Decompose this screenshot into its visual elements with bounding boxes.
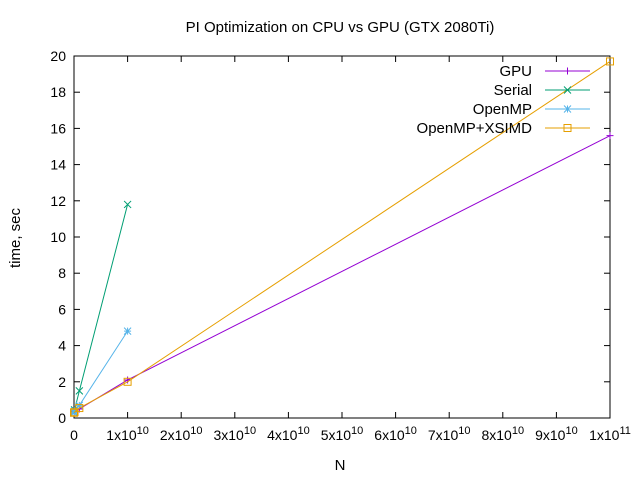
series-group (70, 57, 614, 417)
legend-entry-marker (563, 105, 572, 113)
y-tick-label: 6 (58, 301, 66, 317)
data-point (75, 386, 84, 395)
x-axis-label: N (335, 457, 346, 474)
legend-entry-marker (563, 124, 572, 132)
x-tick-label: 1x1011 (589, 425, 631, 443)
x-tick-label: 7x1010 (428, 425, 471, 443)
x-tick-label: 0 (70, 427, 78, 443)
axes-group: 0 2 4 6 8 10 12 14 16 18 20 0 1x1010 2x1010 3x1010 4x10… (50, 48, 630, 443)
series-line (73, 204, 129, 414)
data-point (123, 200, 132, 209)
x-tick-label: 5x1010 (321, 425, 364, 443)
legend-entry-marker (564, 67, 571, 75)
series-openmp-xsimd (70, 57, 614, 417)
series-openmp (70, 327, 132, 417)
data-point (75, 404, 84, 413)
y-tick-label: 8 (58, 265, 66, 281)
y-tick-label: 2 (58, 374, 66, 390)
legend-entry-label: OpenMP+XSIMD (417, 120, 533, 137)
series-line (73, 135, 611, 413)
y-tick-label: 12 (50, 193, 66, 209)
y-tick-label: 18 (50, 84, 66, 100)
y-tick-label: 0 (58, 410, 66, 426)
series-gpu (70, 132, 614, 416)
data-point (123, 377, 132, 386)
legend-entry-marker (563, 86, 572, 94)
data-point (606, 132, 614, 140)
x-tick-label: 2x1010 (160, 425, 203, 443)
x-tick-label: 1x1010 (106, 425, 149, 443)
legend-entry-label: GPU (499, 63, 532, 80)
series-line (73, 330, 129, 414)
chart-title: PI Optimization on CPU vs GPU (GTX 2080T… (186, 19, 495, 36)
legend: GPU Serial OpenMP OpenMP+XSIMD (417, 63, 590, 137)
y-tick-label: 20 (50, 48, 66, 64)
x-tick-label: 9x1010 (535, 425, 578, 443)
legend-entry-label: Serial (494, 82, 532, 99)
y-tick-label: 16 (50, 120, 66, 136)
x-tick-label: 8x1010 (481, 425, 524, 443)
y-axis-label: time, sec (7, 207, 24, 268)
x-tick-label: 4x1010 (267, 425, 310, 443)
x-tick-label: 3x1010 (213, 425, 256, 443)
legend-entry-label: OpenMP (473, 101, 532, 118)
data-point (70, 406, 79, 415)
x-tick-label: 6x1010 (374, 425, 417, 443)
data-point (123, 327, 132, 335)
y-tick-label: 4 (58, 338, 66, 354)
y-tick-label: 14 (50, 157, 66, 173)
data-point (606, 57, 614, 66)
y-tick-label: 10 (50, 229, 66, 245)
data-point (75, 401, 84, 410)
series-line (73, 61, 611, 414)
data-point (70, 408, 79, 417)
